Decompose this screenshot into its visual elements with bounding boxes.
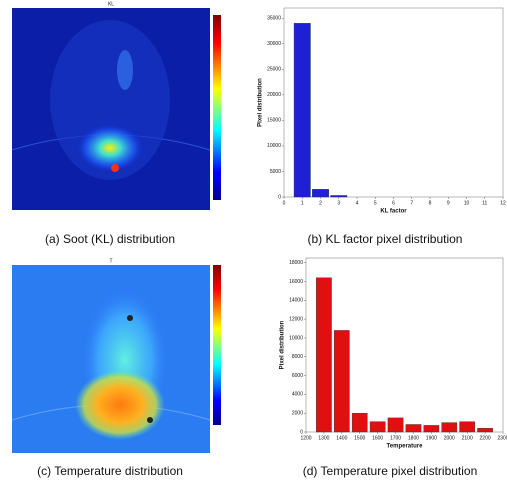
bar [459,421,475,433]
y-tick-label: 0 [278,194,281,200]
y-tick-label: 14000 [289,298,303,304]
x-tick-label: 1900 [426,435,437,441]
x-tick-label: 1300 [318,435,329,441]
y-tick-label: 10000 [267,143,281,149]
plot-area [305,257,504,433]
x-tick-label: 1 [301,200,304,206]
x-tick-label: 1400 [336,435,347,441]
y-tick-label: 6000 [292,373,303,379]
y-tick-label: 0 [300,429,303,435]
bar [293,23,311,198]
x-tick-label: 1600 [372,435,383,441]
y-tick-label: 12000 [289,316,303,322]
x-tick-label: 1700 [390,435,401,441]
y-axis-label: Pixel distribution [258,78,264,127]
x-tick-label: 11 [482,200,487,206]
y-tick-label: 10000 [289,335,303,341]
x-tick-label: 5 [374,200,377,206]
y-tick-label: 16000 [289,279,303,285]
x-tick-label: 10 [464,200,470,206]
caption: (c) Temperature distribution [37,464,183,478]
bar [441,422,458,433]
y-tick-label: 18000 [289,260,303,266]
image-c: T [11,258,221,453]
bar [334,330,350,433]
x-tick-label: 1800 [408,435,419,441]
caption: (b) KL factor pixel distribution [308,232,463,246]
x-tick-label: 4 [356,200,359,206]
x-tick-label: 2000 [444,435,455,441]
x-tick-label: 12 [500,200,506,206]
bar [387,417,404,433]
y-tick-label: 35000 [267,16,281,22]
x-tick-label: 3 [337,200,340,206]
image-title: KL [108,1,114,7]
x-tick-label: 2 [319,200,322,206]
x-tick-label: 1500 [354,435,365,441]
y-tick-label: 5000 [270,169,281,175]
x-tick-label: 9 [447,200,450,206]
bar [351,412,368,433]
x-tick-label: 6 [392,200,395,206]
bar [316,277,332,433]
x-tick-label: 2200 [480,435,491,441]
y-tick-label: 4000 [292,392,303,398]
x-tick-label: 0 [283,200,286,206]
y-axis-label: Pixel distribution [280,320,286,369]
bar [369,421,386,433]
x-tick-label: 2100 [462,435,473,441]
bar [477,428,493,433]
y-tick-label: 30000 [267,41,281,47]
x-tick-label: 8 [429,200,432,206]
bar [330,195,348,198]
y-tick-label: 8000 [292,354,303,360]
x-tick-label: 2300 [497,435,507,441]
image-title: T [109,258,112,264]
y-tick-label: 20000 [267,92,281,98]
y-tick-label: 2000 [292,411,303,417]
bar [312,189,329,198]
x-axis-label: KL factor [380,209,407,215]
x-axis-label: Temperature [387,444,424,450]
caption: (a) Soot (KL) distribution [45,232,175,246]
caption: (d) Temperature pixel distribution [303,464,478,478]
y-tick-label: 15000 [267,118,281,124]
image-a: KL [11,1,221,210]
bar [405,424,422,433]
plot-area [283,7,504,198]
x-tick-label: 1200 [300,435,311,441]
x-tick-label: 7 [410,200,413,206]
y-tick-label: 25000 [267,67,281,73]
bar [423,425,440,433]
